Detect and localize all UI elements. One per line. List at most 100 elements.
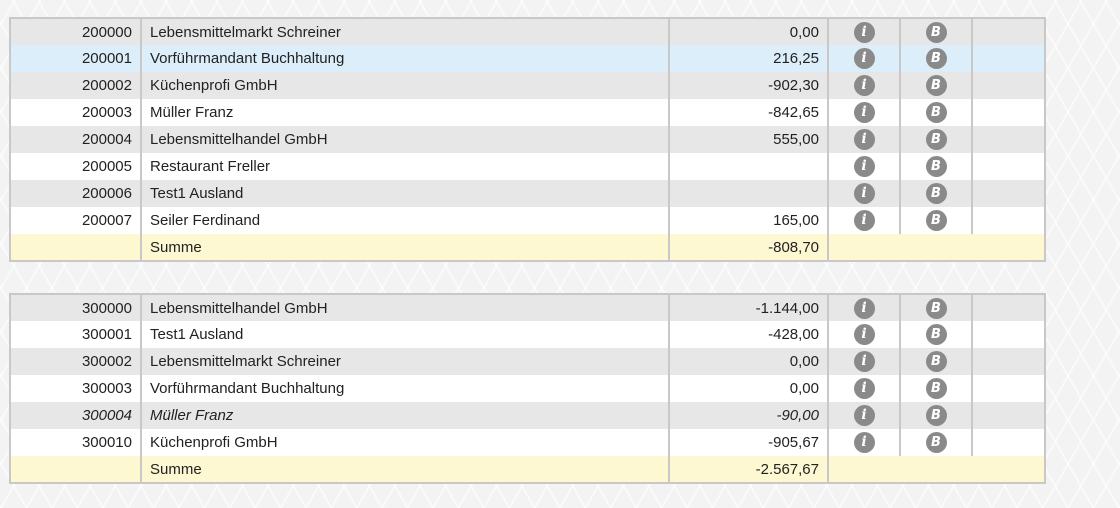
table-row[interactable]: 300000 Lebensmittelhandel GmbH -1.144,00… [10, 294, 1046, 321]
info-cell: i [828, 402, 901, 429]
table-row[interactable]: 300002 Lebensmittelmarkt Schreiner 0,00 … [10, 348, 1046, 375]
table-row[interactable]: 200007 Seiler Ferdinand 165,00 i B [10, 207, 1046, 234]
info-icon[interactable]: i [853, 156, 875, 177]
booking-icon[interactable]: B [925, 21, 947, 43]
booking-cell: B [900, 348, 973, 375]
table-row[interactable]: 200002 Küchenprofi GmbH -902,30 i B [10, 72, 1046, 99]
booking-cell: B [900, 180, 973, 207]
account-name: Lebensmittelhandel GmbH [141, 126, 670, 153]
account-balance: 0,00 [669, 348, 829, 375]
sum-empty-cell [900, 456, 972, 483]
booking-icon[interactable]: B [925, 432, 947, 453]
info-icon[interactable]: i [853, 21, 875, 43]
account-name: Vorführmandant Buchhaltung [141, 45, 670, 72]
sum-number-cell [10, 234, 142, 261]
account-name: Lebensmittelmarkt Schreiner [141, 18, 670, 45]
info-icon[interactable]: i [853, 405, 875, 426]
info-icon[interactable]: i [853, 324, 875, 345]
spacer-cell [972, 375, 1046, 402]
booking-icon[interactable]: B [925, 405, 947, 426]
sum-amount: -808,70 [669, 234, 829, 261]
account-balance: -428,00 [669, 321, 829, 348]
booking-cell: B [900, 126, 973, 153]
info-icon[interactable]: i [853, 48, 875, 69]
booking-icon[interactable]: B [925, 102, 947, 123]
table-row[interactable]: 200001 Vorführmandant Buchhaltung 216,25… [10, 45, 1046, 72]
booking-icon[interactable]: B [925, 210, 947, 231]
booking-cell: B [900, 402, 973, 429]
account-number: 200001 [10, 45, 142, 72]
info-cell: i [828, 348, 901, 375]
info-cell: i [828, 375, 901, 402]
account-name: Test1 Ausland [141, 180, 670, 207]
table-row[interactable]: 200006 Test1 Ausland i B [10, 180, 1046, 207]
info-cell: i [828, 180, 901, 207]
table-row[interactable]: 300003 Vorführmandant Buchhaltung 0,00 i… [10, 375, 1046, 402]
booking-cell: B [900, 429, 973, 456]
account-balance [669, 180, 829, 207]
account-table-200: 200000 Lebensmittelmarkt Schreiner 0,00 … [9, 17, 1046, 262]
booking-cell: B [900, 294, 973, 321]
account-balance: -905,67 [669, 429, 829, 456]
booking-cell: B [900, 18, 973, 45]
sum-empty-cell [900, 234, 972, 261]
table-row[interactable]: 300004 Müller Franz -90,00 i B [10, 402, 1046, 429]
booking-icon[interactable]: B [925, 297, 947, 319]
account-number: 200006 [10, 180, 142, 207]
booking-icon[interactable]: B [925, 129, 947, 150]
account-balance [669, 153, 829, 180]
account-number: 300001 [10, 321, 142, 348]
sum-number-cell [10, 456, 142, 483]
info-icon[interactable]: i [853, 129, 875, 150]
info-icon[interactable]: i [853, 297, 875, 319]
info-icon[interactable]: i [853, 432, 875, 453]
booking-icon[interactable]: B [925, 75, 947, 96]
spacer-cell [972, 99, 1046, 126]
info-icon[interactable]: i [853, 378, 875, 399]
sum-row: Summe -808,70 [10, 234, 1045, 261]
booking-icon[interactable]: B [925, 324, 947, 345]
table-row[interactable]: 300001 Test1 Ausland -428,00 i B [10, 321, 1046, 348]
spacer-cell [972, 126, 1046, 153]
table-row[interactable]: 200004 Lebensmittelhandel GmbH 555,00 i … [10, 126, 1046, 153]
info-cell: i [828, 429, 901, 456]
info-cell: i [828, 153, 901, 180]
booking-icon[interactable]: B [925, 183, 947, 204]
spacer-cell [972, 429, 1046, 456]
sum-row: Summe -2.567,67 [10, 456, 1045, 483]
table-row[interactable]: 200005 Restaurant Freller i B [10, 153, 1046, 180]
info-icon[interactable]: i [853, 102, 875, 123]
booking-cell: B [900, 207, 973, 234]
info-icon[interactable]: i [853, 183, 875, 204]
booking-icon[interactable]: B [925, 48, 947, 69]
account-balance: -902,30 [669, 72, 829, 99]
account-number: 200005 [10, 153, 142, 180]
table-row[interactable]: 200000 Lebensmittelmarkt Schreiner 0,00 … [10, 18, 1046, 45]
info-cell: i [828, 45, 901, 72]
table-row[interactable]: 200003 Müller Franz -842,65 i B [10, 99, 1046, 126]
spacer-cell [972, 45, 1046, 72]
table-row[interactable]: 300010 Küchenprofi GmbH -905,67 i B [10, 429, 1046, 456]
info-cell: i [828, 207, 901, 234]
info-icon[interactable]: i [853, 210, 875, 231]
info-cell: i [828, 18, 901, 45]
sum-label: Summe [141, 234, 670, 261]
account-name: Müller Franz [141, 99, 670, 126]
info-icon[interactable]: i [853, 351, 875, 372]
booking-icon[interactable]: B [925, 378, 947, 399]
spacer-cell [972, 18, 1046, 45]
booking-icon[interactable]: B [925, 156, 947, 177]
spacer-cell [972, 321, 1046, 348]
booking-cell: B [900, 375, 973, 402]
account-name: Restaurant Freller [141, 153, 670, 180]
account-name: Vorführmandant Buchhaltung [141, 375, 670, 402]
info-cell: i [828, 126, 901, 153]
account-number: 200000 [10, 18, 142, 45]
account-number: 300003 [10, 375, 142, 402]
account-number: 200004 [10, 126, 142, 153]
account-balance: -90,00 [669, 402, 829, 429]
info-cell: i [828, 99, 901, 126]
info-icon[interactable]: i [853, 75, 875, 96]
account-name: Küchenprofi GmbH [141, 429, 670, 456]
booking-icon[interactable]: B [925, 351, 947, 372]
